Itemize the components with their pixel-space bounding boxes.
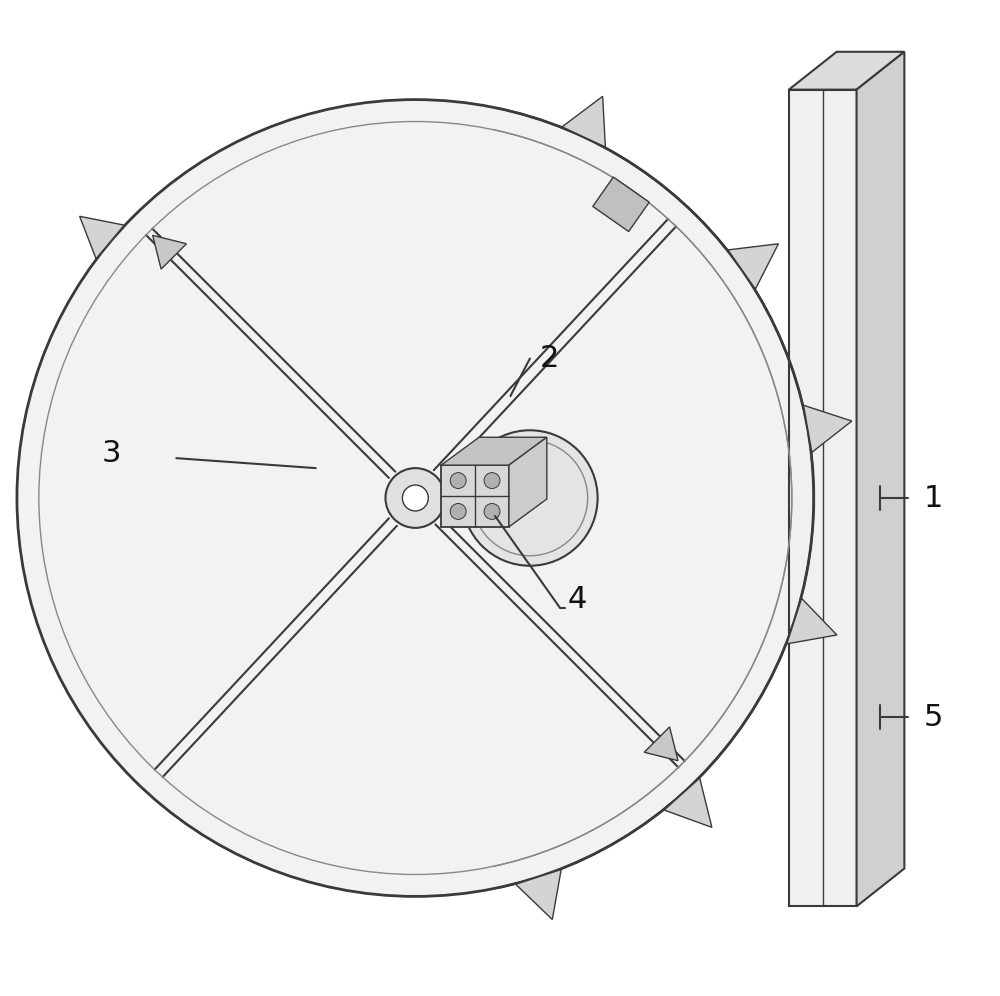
Polygon shape: [509, 437, 547, 527]
Polygon shape: [80, 216, 124, 259]
Text: 4: 4: [568, 585, 587, 615]
Polygon shape: [787, 599, 837, 643]
Polygon shape: [441, 465, 509, 527]
Polygon shape: [593, 177, 649, 231]
Circle shape: [450, 472, 466, 489]
Circle shape: [402, 485, 428, 511]
Polygon shape: [664, 778, 712, 828]
Polygon shape: [804, 405, 852, 452]
Text: 1: 1: [923, 483, 943, 513]
Polygon shape: [728, 244, 778, 289]
Text: 3: 3: [102, 438, 121, 468]
Polygon shape: [441, 437, 547, 465]
Polygon shape: [644, 727, 678, 761]
Circle shape: [450, 504, 466, 520]
Polygon shape: [789, 90, 857, 906]
Circle shape: [484, 472, 500, 489]
Circle shape: [462, 430, 598, 566]
Polygon shape: [516, 870, 561, 919]
Circle shape: [17, 100, 814, 896]
Text: 2: 2: [540, 344, 559, 374]
Polygon shape: [789, 52, 904, 90]
Polygon shape: [562, 97, 605, 147]
Circle shape: [484, 504, 500, 520]
Circle shape: [385, 468, 445, 528]
Polygon shape: [857, 52, 904, 906]
Text: 5: 5: [923, 702, 943, 732]
Polygon shape: [153, 235, 186, 269]
